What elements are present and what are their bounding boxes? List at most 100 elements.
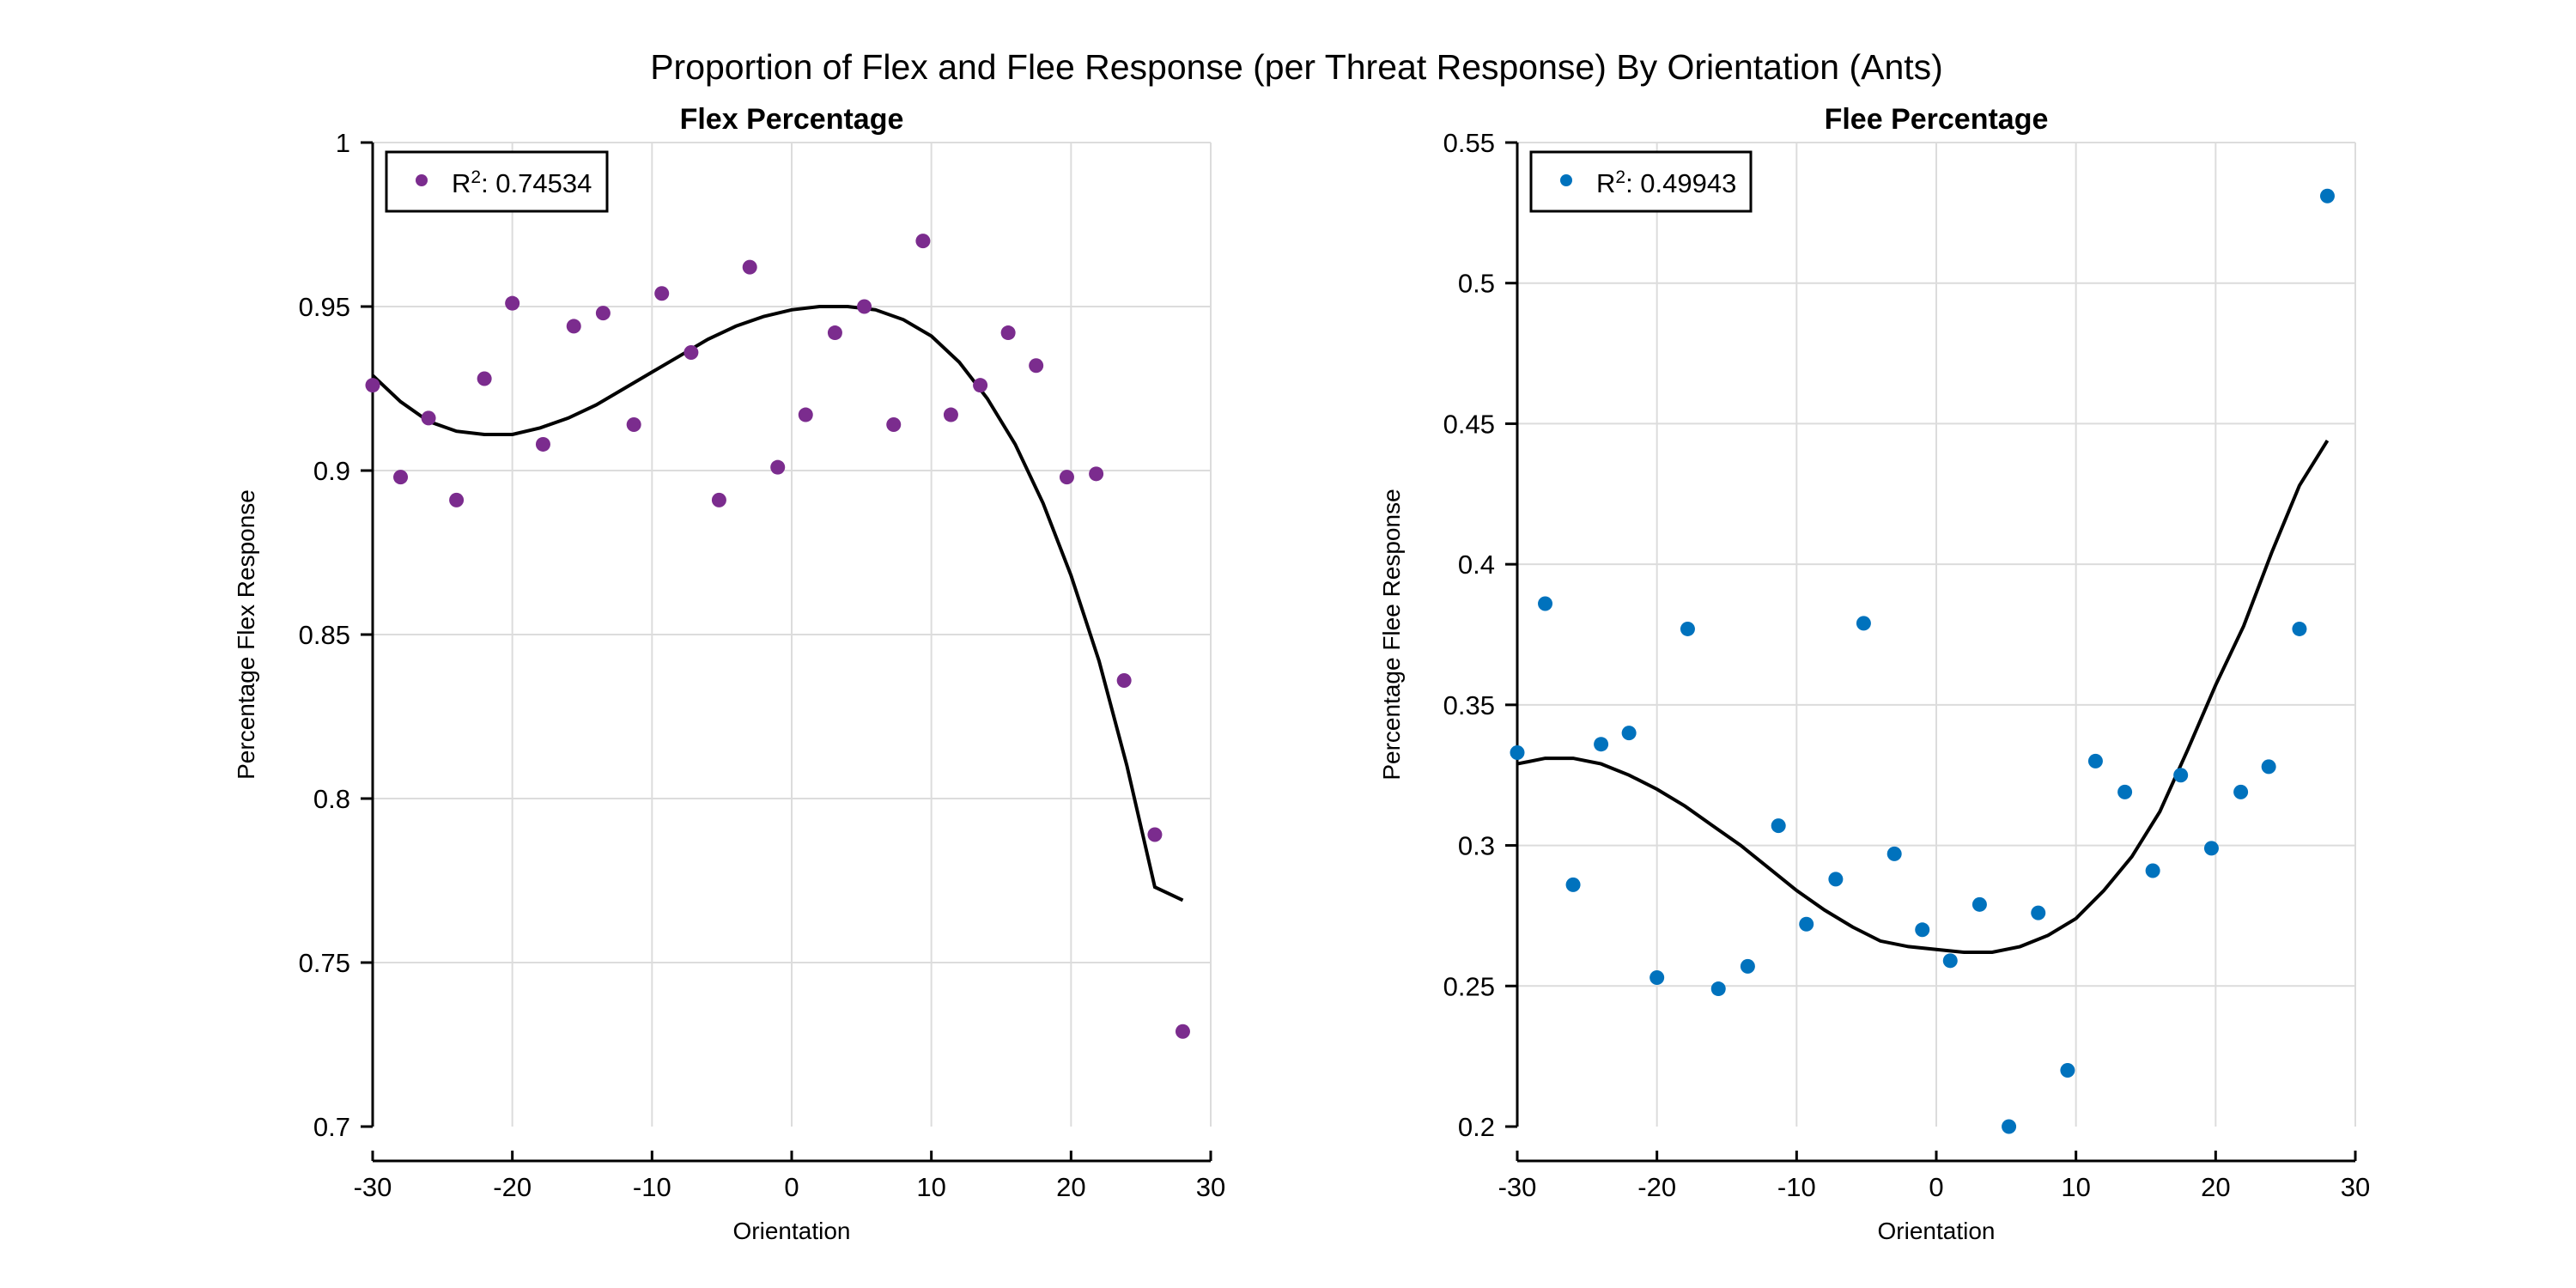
legend-label-r: R <box>1596 168 1615 198</box>
data-point <box>2203 841 2219 856</box>
data-point <box>1510 745 1525 761</box>
y-tick-label: 0.85 <box>299 620 350 650</box>
legend-label-value: : 0.74534 <box>481 168 592 198</box>
x-tick-label: 10 <box>2061 1172 2090 1202</box>
data-point <box>1828 872 1844 887</box>
data-point <box>393 470 409 485</box>
y-tick-label: 0.25 <box>1443 971 1495 1001</box>
data-point <box>742 259 757 275</box>
data-point <box>770 459 786 475</box>
data-point <box>505 295 520 311</box>
data-point <box>365 378 380 393</box>
data-point <box>1594 737 1609 752</box>
y-tick-label: 0.9 <box>313 456 350 486</box>
fit-curve <box>1516 440 2330 954</box>
data-point <box>2319 188 2335 204</box>
y-tick-label: 0.7 <box>313 1112 350 1142</box>
y-tick-label: 0.2 <box>1458 1112 1495 1142</box>
data-point <box>711 492 726 507</box>
y-tick-label: 0.5 <box>1458 269 1495 299</box>
data-point <box>449 492 465 507</box>
data-point <box>943 407 958 422</box>
data-point <box>2002 1119 2017 1134</box>
flex-percentage-panel: -30 -20 -10 0 10 20 30 0.7 0.75 0.8 0.85 0.9 0.95 1 Fl… <box>233 103 1225 1244</box>
data-point <box>2117 784 2133 799</box>
x-tick-label: -20 <box>1637 1172 1676 1202</box>
data-point <box>2233 784 2249 799</box>
x-tick-label: 20 <box>2201 1172 2230 1202</box>
x-tick-label: 0 <box>1929 1172 1943 1202</box>
data-point <box>798 407 813 422</box>
x-tick-label: -30 <box>1498 1172 1537 1202</box>
data-point <box>1538 596 1553 611</box>
data-point <box>1710 981 1726 997</box>
data-point <box>1649 969 1665 985</box>
data-point <box>1565 877 1581 892</box>
legend-label-sup: 2 <box>1615 167 1625 187</box>
data-point <box>477 371 492 386</box>
y-tick-label: 0.45 <box>1443 409 1495 439</box>
figure-title: Proportion of Flex and Flee Response (pe… <box>650 47 1943 87</box>
data-point <box>2031 905 2046 920</box>
data-point <box>535 436 550 452</box>
data-point <box>886 417 902 433</box>
legend-label-r: R <box>452 168 471 198</box>
data-point <box>1059 470 1074 485</box>
x-tick-label: -30 <box>354 1172 392 1202</box>
fit-curve <box>371 305 1184 902</box>
data-point <box>1856 616 1871 631</box>
data-point <box>683 344 699 360</box>
data-point <box>1029 358 1044 374</box>
y-axis-label: Percentage Flee Response <box>1378 489 1405 780</box>
data-point <box>1116 672 1132 688</box>
x-tick-label: 0 <box>784 1172 799 1202</box>
data-point <box>1799 916 1814 932</box>
data-point <box>2145 863 2160 878</box>
data-point <box>626 417 641 433</box>
y-tick-label: 0.4 <box>1458 550 1495 580</box>
data-point <box>2087 753 2103 769</box>
data-point <box>827 325 842 341</box>
x-tick-label: -10 <box>633 1172 671 1202</box>
y-tick-label: 0.95 <box>299 292 350 322</box>
data-point <box>1740 958 1755 974</box>
data-point <box>595 306 611 321</box>
y-tick-label: 0.75 <box>299 948 350 978</box>
data-point <box>654 286 670 301</box>
x-axis-label: Orientation <box>733 1218 851 1244</box>
legend-label-value: : 0.49943 <box>1625 168 1736 198</box>
panel-title: Flex Percentage <box>680 103 904 136</box>
data-point <box>1771 818 1786 834</box>
x-tick-label: 20 <box>1056 1172 1085 1202</box>
data-point <box>1680 621 1695 636</box>
y-tick-label: 0.3 <box>1458 831 1495 861</box>
data-point <box>421 410 436 426</box>
data-point <box>1886 846 1902 861</box>
data-point <box>2261 759 2276 775</box>
x-tick-label: 30 <box>2341 1172 2370 1202</box>
flee-percentage-panel: -30 -20 -10 0 10 20 30 0.2 0.25 0.3 0.35 0.4 0.45 0.5… <box>1378 103 2370 1244</box>
legend-marker <box>416 174 428 186</box>
data-point <box>1621 726 1637 741</box>
data-point <box>857 299 872 314</box>
data-point <box>915 234 931 249</box>
x-tick-label: 10 <box>916 1172 945 1202</box>
x-tick-label: 30 <box>1196 1172 1225 1202</box>
data-point <box>1000 325 1016 341</box>
data-point <box>1147 827 1163 842</box>
legend-label: R2: 0.74534 <box>452 167 592 199</box>
data-point <box>1175 1024 1190 1039</box>
y-tick-label: 0.55 <box>1443 128 1495 158</box>
data-point <box>1942 953 1958 969</box>
data-point <box>1915 922 1930 938</box>
y-axis-label: Percentage Flex Response <box>233 489 259 780</box>
data-point <box>973 378 988 393</box>
data-point <box>566 319 581 334</box>
panel-title: Flee Percentage <box>1825 103 2049 136</box>
data-point <box>1971 896 1987 912</box>
legend-label: R2: 0.49943 <box>1596 167 1736 199</box>
y-tick-label: 0.8 <box>313 784 350 814</box>
legend-marker <box>1560 174 1572 186</box>
data-point <box>2060 1063 2075 1078</box>
